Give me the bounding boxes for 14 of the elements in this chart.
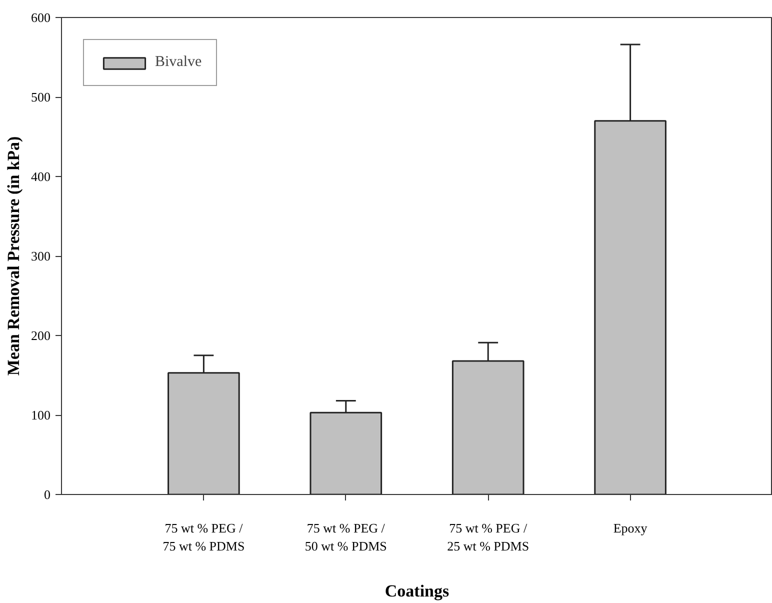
y-tick-label: 400	[31, 169, 50, 184]
y-axis-title: Mean Removal Pressure (in kPa)	[4, 136, 23, 376]
y-tick-label: 300	[31, 248, 50, 264]
y-tick-label: 100	[31, 408, 50, 422]
x-tick-label: 75 wt % PEG / 25 wt % PDMS	[447, 520, 530, 554]
legend-label: Bivalve	[155, 54, 202, 71]
x-tick-label: Epoxy	[613, 520, 648, 536]
y-tick-label: 600	[31, 10, 50, 25]
y-tick-label: 0	[44, 487, 50, 502]
y-tick-label: 200	[31, 328, 50, 343]
x-tick-label: 75 wt % PEG / 75 wt % PDMS	[162, 520, 245, 554]
x-axis-title: Coatings	[384, 582, 450, 600]
y-tick-label: 500	[31, 90, 50, 104]
x-tick-label: 75 wt % PEG / 50 wt % PDMS	[304, 520, 387, 554]
